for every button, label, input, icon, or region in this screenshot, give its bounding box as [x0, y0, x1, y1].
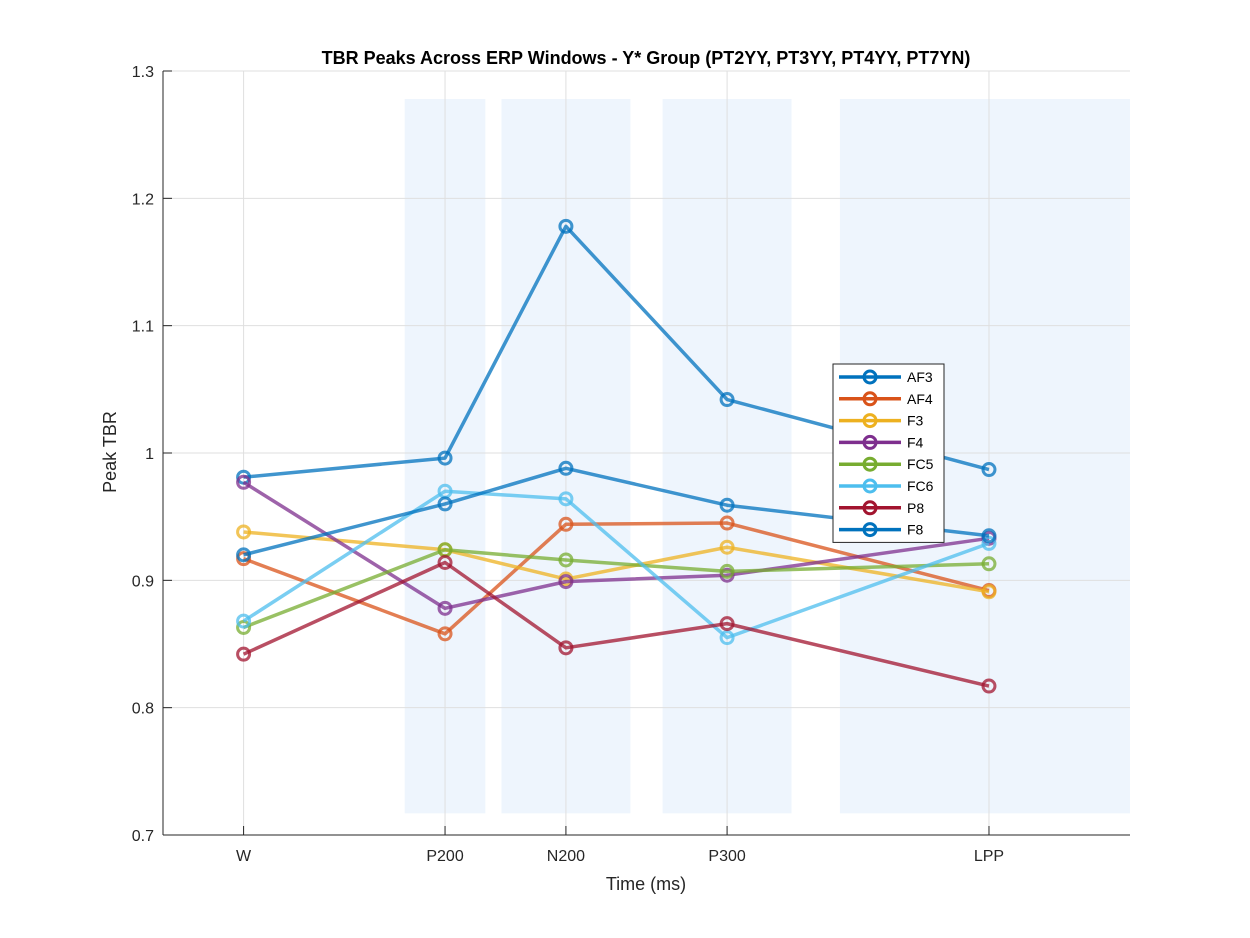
legend-label: P8 — [907, 500, 924, 516]
data-point-f3 — [981, 584, 997, 600]
series-p8 — [236, 555, 997, 694]
series-af3 — [236, 218, 997, 485]
series-line-af3 — [243, 224, 990, 479]
erp-window-shading — [404, 99, 1130, 814]
series-line-f4 — [242, 480, 990, 611]
chart-title: TBR Peaks Across ERP Windows - Y* Group … — [322, 48, 971, 68]
data-point-f8 — [558, 460, 574, 476]
data-point-f4 — [437, 600, 453, 616]
data-point-f8 — [236, 547, 252, 563]
tick-labels: 0.7 0.8 0.9 1 1.1 1.2 1.3 W P200 N200 P300 LPP — [132, 64, 1004, 865]
legend-item-f3: F3 — [839, 413, 924, 429]
data-point-p8 — [437, 555, 453, 571]
legend-label: AF4 — [907, 391, 933, 407]
x-tick-label: LPP — [974, 848, 1004, 865]
grid-lines — [163, 70, 1130, 836]
y-tick-label: 1.1 — [132, 319, 154, 336]
data-point-fc5 — [236, 619, 252, 635]
data-point-af3 — [719, 392, 735, 408]
series-line-p8 — [242, 560, 990, 688]
legend-label: F3 — [907, 413, 924, 429]
data-point-f8 — [719, 497, 735, 513]
legend-swatch-marker — [862, 369, 878, 385]
data-point-p8 — [981, 678, 997, 694]
legend-item-af3: AF3 — [839, 369, 933, 385]
legend-item-fc5: FC5 — [839, 456, 934, 472]
series-f8 — [236, 460, 997, 563]
data-point-f4 — [236, 474, 252, 490]
legend-swatch-marker — [862, 522, 878, 538]
data-series — [236, 218, 997, 694]
data-point-f3 — [236, 524, 252, 540]
y-tick-label: 1.2 — [132, 191, 154, 208]
legend-swatch-marker — [862, 478, 878, 494]
legend-swatch-marker — [862, 434, 878, 450]
legend-label: FC5 — [907, 456, 934, 472]
legend-swatch-marker — [862, 500, 878, 516]
data-point-af3 — [437, 450, 453, 466]
data-point-af4 — [437, 626, 453, 642]
x-tick-label: P200 — [426, 848, 463, 865]
legend: AF3 AF4 F3 F4 FC5 FC6 P8 F8 — [832, 363, 945, 543]
legend-item-f8: F8 — [839, 522, 924, 538]
series-line-fc6 — [242, 489, 990, 640]
legend-item-f4: F4 — [839, 434, 924, 450]
data-point-f3 — [719, 539, 735, 555]
legend-box — [832, 363, 945, 543]
legend-swatch-marker — [862, 456, 878, 472]
data-point-p8 — [719, 616, 735, 632]
data-point-af4 — [558, 516, 574, 532]
data-point-f8 — [437, 496, 453, 512]
legend-label: AF3 — [907, 369, 933, 385]
y-tick-label: 0.7 — [132, 828, 154, 845]
series-line-fc5 — [242, 548, 990, 630]
y-tick-label: 1 — [145, 446, 154, 463]
data-point-af4 — [719, 515, 735, 531]
y-tick-label: 1.3 — [132, 64, 154, 81]
legend-swatch-marker — [862, 413, 878, 429]
x-tick-label: N200 — [547, 848, 585, 865]
data-point-af3 — [558, 218, 574, 234]
legend-label: FC6 — [907, 478, 934, 494]
data-point-p8 — [236, 646, 252, 662]
y-tick-label: 0.8 — [132, 701, 154, 718]
data-point-fc5 — [981, 556, 997, 572]
data-point-fc6 — [719, 630, 735, 646]
legend-label: F8 — [907, 522, 924, 538]
x-tick-label: W — [236, 848, 252, 865]
legend-swatch-marker — [862, 391, 878, 407]
y-axis-label: Peak TBR — [100, 411, 120, 493]
data-point-f4 — [558, 574, 574, 590]
y-tick-label: 0.9 — [132, 573, 154, 590]
legend-item-p8: P8 — [839, 500, 924, 516]
data-point-fc6 — [236, 613, 252, 629]
series-line-f8 — [243, 466, 990, 557]
x-tick-label: P300 — [708, 848, 745, 865]
legend-label: F4 — [907, 434, 924, 450]
series-line-af4 — [242, 521, 990, 636]
x-axis-label: Time (ms) — [606, 874, 686, 894]
data-point-f8 — [981, 528, 997, 544]
data-point-fc5 — [558, 552, 574, 568]
data-point-fc5 — [719, 563, 735, 579]
data-point-af3 — [981, 462, 997, 478]
data-point-fc6 — [558, 491, 574, 507]
data-point-fc6 — [981, 535, 997, 551]
legend-item-af4: AF4 — [839, 391, 933, 407]
legend-item-fc6: FC6 — [839, 478, 934, 494]
data-point-p8 — [558, 640, 574, 656]
